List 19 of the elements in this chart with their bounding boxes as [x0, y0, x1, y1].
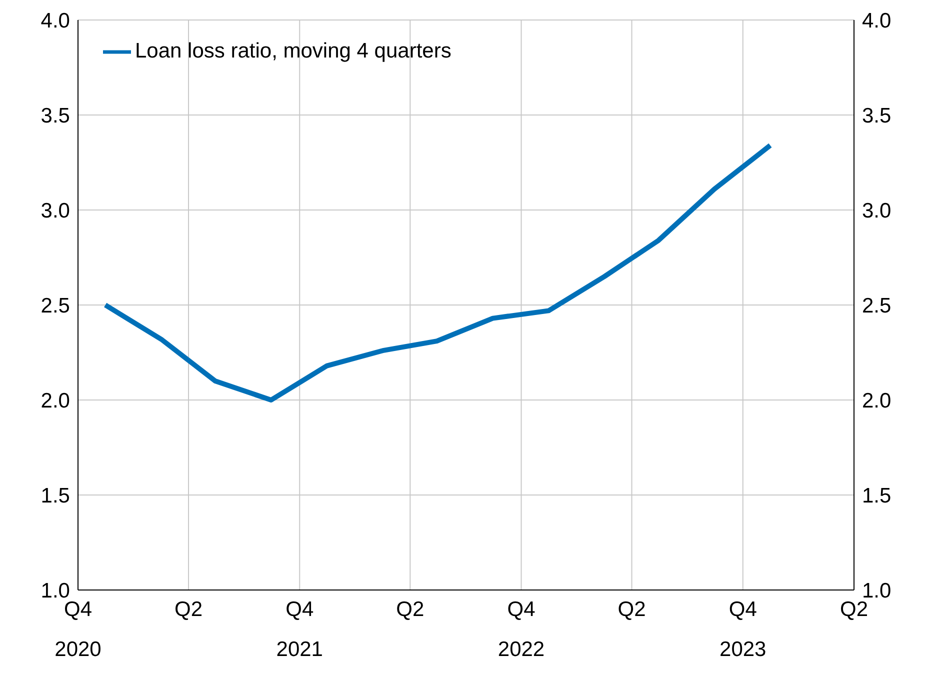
y-tick-label: 1.5: [40, 484, 70, 508]
y-tick-label: 3.0: [40, 199, 70, 222]
x-tick-label: Q4 2022: [498, 598, 545, 661]
y2-tick-label: 2.0: [862, 389, 892, 412]
y2-tick-label: 4.0: [862, 9, 892, 32]
legend-label: Loan loss ratio, moving 4 quarters: [135, 40, 452, 63]
y2-tick-label: 2.5: [862, 294, 892, 318]
x-tick-label: Q4 2021: [276, 598, 323, 661]
y-tick-label: 3.5: [40, 104, 70, 128]
x-tick-label: Q2: [174, 598, 203, 621]
y2-tick-label: 3.5: [862, 104, 892, 128]
y-tick-label: 2.5: [40, 294, 70, 318]
y-tick-label: 4.0: [40, 9, 70, 32]
y-tick-label: 2.0: [40, 389, 70, 412]
y2-tick-label: 1.5: [862, 484, 892, 508]
x-tick-label: Q2: [396, 598, 424, 621]
x-tick-label: Q4 2023: [720, 598, 766, 661]
y2-tick-label: 3.0: [862, 199, 892, 222]
x-tick-label: Q2: [618, 598, 646, 621]
